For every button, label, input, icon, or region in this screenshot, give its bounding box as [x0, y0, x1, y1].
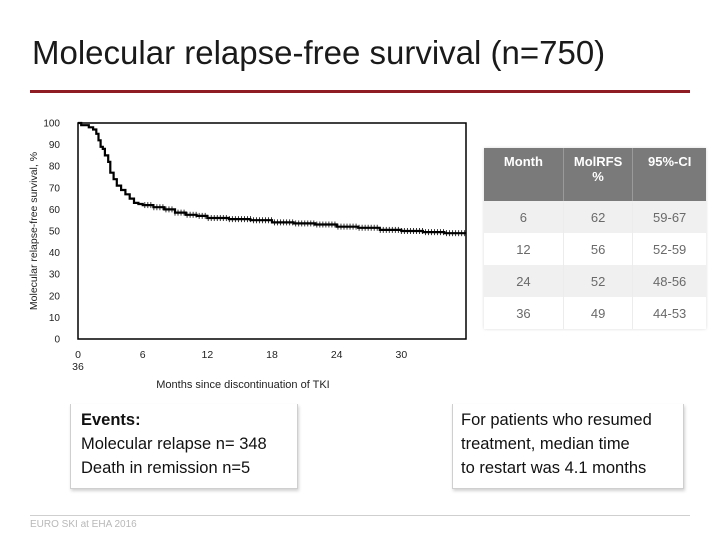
footer-text: EURO SKI at EHA 2016 — [30, 519, 137, 530]
y-tick-label: 60 — [49, 205, 61, 216]
resume-line-3: to restart was 4.1 months — [461, 459, 647, 477]
y-tick-label: 80 — [49, 162, 61, 173]
x-tick-label: 30 — [395, 349, 407, 361]
events-box: Events: Molecular relapse n= 348 Death i… — [70, 404, 298, 489]
table-cell: 52-59 — [632, 233, 706, 265]
col-ci-header: 95%-CI — [632, 148, 706, 201]
x-tick-label: 18 — [266, 349, 278, 361]
resume-line-2: treatment, median time — [461, 435, 630, 453]
y-tick-label: 70 — [49, 183, 61, 194]
table-row: 36 49 44-53 — [484, 297, 706, 329]
y-tick-label: 90 — [49, 140, 61, 151]
table-cell: 52 — [563, 265, 634, 297]
survival-table: Month MolRFS % 95%-CI 6 62 59-67 12 56 5… — [484, 148, 706, 329]
x-tick-label: 36 — [72, 361, 84, 373]
events-relapse: Molecular relapse n= 348 — [81, 435, 267, 453]
events-death: Death in remission n=5 — [81, 459, 251, 477]
x-tick-label: 6 — [140, 349, 146, 361]
table-cell: 59-67 — [632, 201, 706, 233]
col-molrfs-header: MolRFS % — [563, 148, 634, 201]
table-cell: 36 — [484, 297, 564, 329]
censor-marks — [144, 202, 466, 237]
title-divider — [30, 90, 690, 93]
y-tick-label: 100 — [43, 119, 60, 130]
events-heading: Events: — [81, 411, 141, 429]
y-tick-label: 50 — [49, 227, 61, 238]
table-header-row: Month MolRFS % 95%-CI — [484, 148, 706, 201]
table-row: 6 62 59-67 — [484, 201, 706, 233]
table-cell: 56 — [563, 233, 634, 265]
table-row: 12 56 52-59 — [484, 233, 706, 265]
table-cell: 6 — [484, 201, 564, 233]
resume-line-1: For patients who resumed — [461, 411, 652, 429]
slide-title: Molecular relapse-free survival (n=750) — [32, 34, 606, 71]
x-tick-label: 24 — [331, 349, 343, 361]
y-tick-label: 0 — [54, 335, 60, 346]
survival-chart: 0 10 20 30 40 50 60 70 80 90 100 0 6 12 18 24 30 36 Mole… — [28, 119, 467, 390]
y-axis-ticks: 0 10 20 30 40 50 60 70 80 90 100 — [43, 119, 60, 346]
table-cell: 12 — [484, 233, 564, 265]
survival-curve — [78, 121, 466, 235]
table-cell: 44-53 — [632, 297, 706, 329]
table-cell: 48-56 — [632, 265, 706, 297]
y-axis-label: Molecular relapse-free survival, % — [28, 152, 40, 310]
x-tick-label: 12 — [201, 349, 213, 361]
x-axis-ticks: 0 6 12 18 24 30 36 — [72, 349, 407, 373]
footer-divider — [30, 515, 690, 516]
table-cell: 62 — [563, 201, 634, 233]
y-tick-label: 20 — [49, 291, 61, 302]
y-tick-label: 40 — [49, 248, 61, 259]
table-row: 24 52 48-56 — [484, 265, 706, 297]
plot-frame — [77, 122, 467, 340]
x-tick-label: 0 — [75, 349, 81, 361]
x-axis-label: Months since discontinuation of TKI — [156, 379, 329, 390]
resume-box: For patients who resumed treatment, medi… — [452, 404, 684, 489]
col-month-header: Month — [484, 148, 564, 201]
y-tick-label: 30 — [49, 270, 61, 281]
table-cell: 24 — [484, 265, 564, 297]
table-cell: 49 — [563, 297, 634, 329]
y-tick-label: 10 — [49, 313, 61, 324]
